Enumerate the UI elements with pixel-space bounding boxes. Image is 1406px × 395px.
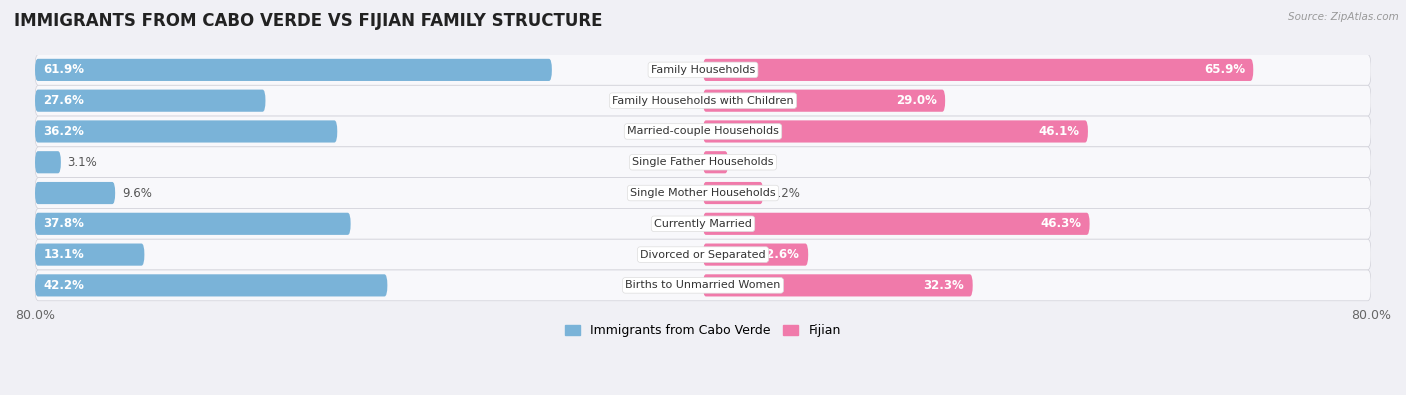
FancyBboxPatch shape bbox=[703, 213, 1090, 235]
Text: Family Households with Children: Family Households with Children bbox=[612, 96, 794, 106]
FancyBboxPatch shape bbox=[35, 178, 1371, 209]
Text: 32.3%: 32.3% bbox=[924, 279, 965, 292]
Text: Family Households: Family Households bbox=[651, 65, 755, 75]
FancyBboxPatch shape bbox=[35, 182, 115, 204]
FancyBboxPatch shape bbox=[35, 274, 388, 297]
Text: 46.3%: 46.3% bbox=[1040, 217, 1081, 230]
Text: 12.6%: 12.6% bbox=[759, 248, 800, 261]
Text: 36.2%: 36.2% bbox=[44, 125, 84, 138]
Text: IMMIGRANTS FROM CABO VERDE VS FIJIAN FAMILY STRUCTURE: IMMIGRANTS FROM CABO VERDE VS FIJIAN FAM… bbox=[14, 12, 603, 30]
Text: 29.0%: 29.0% bbox=[896, 94, 936, 107]
Text: 3.1%: 3.1% bbox=[67, 156, 97, 169]
FancyBboxPatch shape bbox=[35, 270, 1371, 301]
FancyBboxPatch shape bbox=[35, 243, 145, 266]
FancyBboxPatch shape bbox=[35, 151, 60, 173]
Text: 13.1%: 13.1% bbox=[44, 248, 84, 261]
Text: 65.9%: 65.9% bbox=[1204, 63, 1244, 76]
Legend: Immigrants from Cabo Verde, Fijian: Immigrants from Cabo Verde, Fijian bbox=[561, 320, 845, 342]
FancyBboxPatch shape bbox=[703, 274, 973, 297]
FancyBboxPatch shape bbox=[35, 213, 350, 235]
FancyBboxPatch shape bbox=[35, 59, 553, 81]
Text: 46.1%: 46.1% bbox=[1039, 125, 1080, 138]
Text: Married-couple Households: Married-couple Households bbox=[627, 126, 779, 136]
FancyBboxPatch shape bbox=[703, 90, 945, 112]
Text: Single Mother Households: Single Mother Households bbox=[630, 188, 776, 198]
FancyBboxPatch shape bbox=[35, 239, 1371, 270]
FancyBboxPatch shape bbox=[35, 116, 1371, 147]
Text: 27.6%: 27.6% bbox=[44, 94, 84, 107]
FancyBboxPatch shape bbox=[703, 120, 1088, 143]
FancyBboxPatch shape bbox=[35, 85, 1371, 116]
FancyBboxPatch shape bbox=[35, 120, 337, 143]
Text: Currently Married: Currently Married bbox=[654, 219, 752, 229]
FancyBboxPatch shape bbox=[35, 90, 266, 112]
FancyBboxPatch shape bbox=[35, 147, 1371, 178]
Text: Divorced or Separated: Divorced or Separated bbox=[640, 250, 766, 260]
Text: 37.8%: 37.8% bbox=[44, 217, 84, 230]
Text: 7.2%: 7.2% bbox=[770, 186, 800, 199]
Text: Births to Unmarried Women: Births to Unmarried Women bbox=[626, 280, 780, 290]
FancyBboxPatch shape bbox=[35, 55, 1371, 85]
Text: 3.0%: 3.0% bbox=[735, 156, 765, 169]
FancyBboxPatch shape bbox=[703, 151, 728, 173]
FancyBboxPatch shape bbox=[703, 59, 1253, 81]
FancyBboxPatch shape bbox=[703, 182, 763, 204]
Text: Source: ZipAtlas.com: Source: ZipAtlas.com bbox=[1288, 12, 1399, 22]
Text: Single Father Households: Single Father Households bbox=[633, 157, 773, 167]
Text: 9.6%: 9.6% bbox=[122, 186, 152, 199]
FancyBboxPatch shape bbox=[703, 243, 808, 266]
FancyBboxPatch shape bbox=[35, 209, 1371, 239]
Text: 61.9%: 61.9% bbox=[44, 63, 84, 76]
Text: 42.2%: 42.2% bbox=[44, 279, 84, 292]
